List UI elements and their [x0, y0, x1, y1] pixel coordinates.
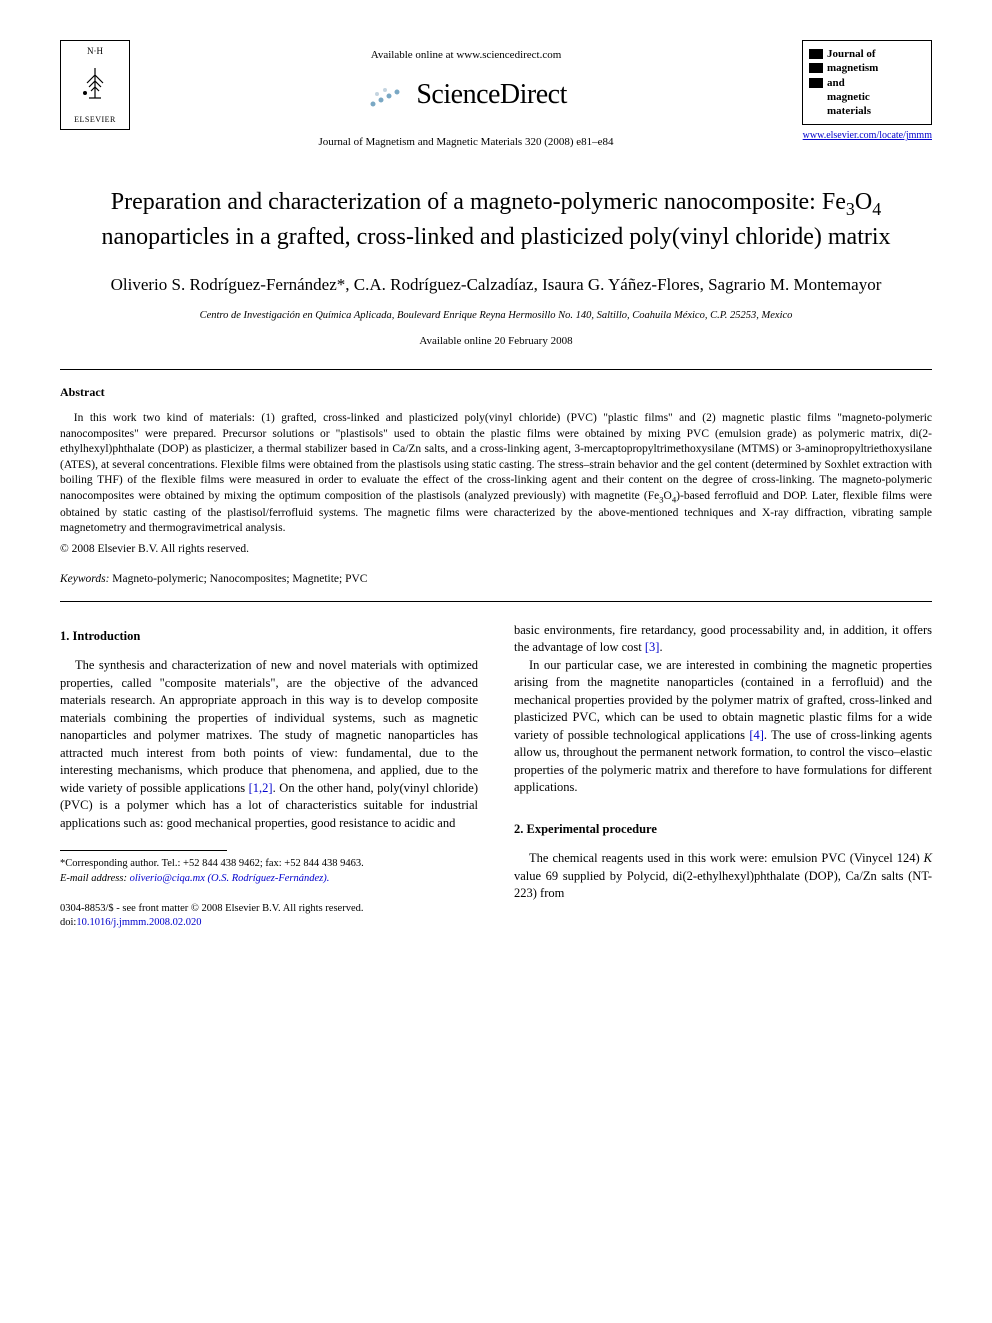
corresponding-email[interactable]: oliverio@ciqa.mx (O.S. Rodríguez-Fernánd… — [130, 873, 330, 884]
jlogo-l2: and — [827, 76, 845, 90]
abstract-copyright: © 2008 Elsevier B.V. All rights reserved… — [60, 541, 932, 557]
corresponding-tel-fax: *Corresponding author. Tel.: +52 844 438… — [60, 857, 478, 871]
divider — [60, 601, 932, 602]
jlogo-l3: magnetic — [827, 90, 870, 104]
keywords-label: Keywords: — [60, 573, 109, 585]
intro-paragraph-2: basic environments, fire retardancy, goo… — [514, 622, 932, 657]
elsevier-tree-icon — [75, 63, 115, 109]
doi-link[interactable]: 10.1016/j.jmmm.2008.02.020 — [76, 917, 201, 928]
abstract-heading: Abstract — [60, 384, 932, 401]
right-column: basic environments, fire retardancy, goo… — [514, 622, 932, 930]
footnote-divider — [60, 850, 227, 851]
two-column-body: 1. Introduction The synthesis and charac… — [60, 622, 932, 930]
jlogo-l4: materials — [827, 104, 871, 118]
section-2-heading: 2. Experimental procedure — [514, 821, 932, 839]
sciencedirect-text: ScienceDirect — [416, 79, 567, 110]
keywords-text: Magneto-polymeric; Nanocomposites; Magne… — [112, 573, 367, 585]
magnet-icon — [809, 63, 823, 73]
experimental-paragraph-1: The chemical reagents used in this work … — [514, 850, 932, 903]
issn-copyright-line: 0304-8853/$ - see front matter © 2008 El… — [60, 902, 478, 916]
intro-paragraph-3: In our particular case, we are intereste… — [514, 657, 932, 797]
corresponding-author-footnote: *Corresponding author. Tel.: +52 844 438… — [60, 857, 478, 885]
affiliation: Centro de Investigación en Química Aplic… — [60, 309, 932, 324]
doi-prefix: doi: — [60, 917, 76, 928]
sciencedirect-logo: ScienceDirect — [130, 75, 802, 115]
header-row: N·H ELSEVIER Available online at www.sci… — [60, 40, 932, 150]
abstract-body: In this work two kind of materials: (1) … — [60, 411, 932, 537]
authors: Oliverio S. Rodríguez-Fernández*, C.A. R… — [60, 272, 932, 298]
footer-meta: 0304-8853/$ - see front matter © 2008 El… — [60, 902, 478, 930]
section-1-heading: 1. Introduction — [60, 628, 478, 646]
center-header: Available online at www.sciencedirect.co… — [130, 40, 802, 150]
journal-reference: Journal of Magnetism and Magnetic Materi… — [130, 135, 802, 150]
left-column: 1. Introduction The synthesis and charac… — [60, 622, 478, 930]
intro-paragraph-1: The synthesis and characterization of ne… — [60, 657, 478, 832]
article-title: Preparation and characterization of a ma… — [100, 186, 892, 253]
magnet-icon — [809, 49, 823, 59]
jlogo-l0: Journal of — [827, 47, 876, 61]
email-label: E-mail address: — [60, 873, 127, 884]
publication-date: Available online 20 February 2008 — [60, 334, 932, 349]
keywords-line: Keywords: Magneto-polymeric; Nanocomposi… — [60, 571, 932, 587]
publisher-name: ELSEVIER — [74, 114, 116, 125]
divider — [60, 369, 932, 370]
journal-logo-column: Journal of magnetism and magnetic materi… — [802, 40, 932, 143]
journal-url-link[interactable]: www.elsevier.com/locate/jmmm — [802, 129, 932, 143]
magnet-icon — [809, 78, 823, 88]
available-online-text: Available online at www.sciencedirect.co… — [130, 48, 802, 63]
jlogo-l1: magnetism — [827, 61, 878, 75]
journal-logo-box: Journal of magnetism and magnetic materi… — [802, 40, 932, 125]
publisher-initials: N·H — [87, 45, 103, 58]
sciencedirect-dots-icon — [365, 86, 405, 115]
publisher-logo: N·H ELSEVIER — [60, 40, 130, 130]
